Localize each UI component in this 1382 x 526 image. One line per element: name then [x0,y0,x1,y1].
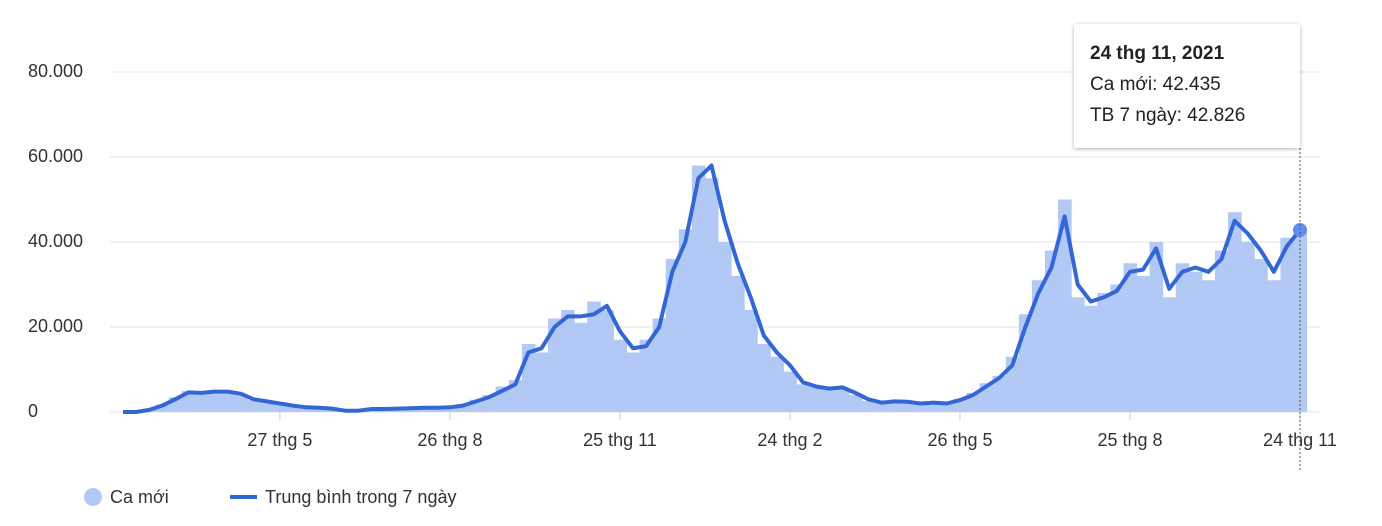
bar [744,310,758,412]
tooltip-line: TB 7 ngày: 42.826 [1090,105,1246,126]
y-tick-label: 20.000 [28,316,83,336]
bar [221,392,235,412]
y-tick-label: 60.000 [28,146,83,166]
legend-swatch[interactable] [84,488,102,506]
bar [299,407,314,412]
bar [861,400,876,412]
bar [731,276,745,412]
bar [155,404,170,412]
bar [639,339,654,412]
x-tick-label: 26 thg 5 [927,430,992,450]
bar [1201,280,1216,412]
bar [234,395,248,412]
bar [208,390,222,412]
bar [534,352,549,412]
bar [1280,237,1294,412]
bar [927,402,941,412]
bar [273,403,287,412]
bar [704,178,719,412]
bar [1123,263,1138,412]
bar [1071,297,1085,412]
bar [874,402,889,412]
bar [1058,199,1072,412]
bar [430,408,444,412]
bar [1136,276,1151,412]
x-tick-label: 25 thg 8 [1097,430,1162,450]
bar [600,310,614,412]
bar [835,388,850,412]
bar [796,384,811,412]
bar [626,352,641,412]
bar [783,371,798,412]
bar [1149,242,1164,412]
bar [652,318,667,412]
bar [665,259,680,412]
bar [757,344,771,412]
bar [613,339,627,412]
x-tick-label: 24 thg 2 [757,430,822,450]
tooltip-line: Ca mới: 42.435 [1090,74,1221,95]
bar [1031,280,1046,412]
bar [901,402,915,412]
x-tick-label: 24 thg 11 [1263,430,1337,450]
bar [247,400,261,412]
bar [561,310,575,412]
bar [1214,250,1229,412]
bar [888,400,902,412]
bar [548,318,562,412]
legend-label[interactable]: Ca mới [110,487,169,507]
bar [1175,263,1190,412]
avg-line [123,163,1302,414]
bar [1162,297,1177,412]
bar [1267,280,1281,412]
bar [404,408,418,412]
bar [587,301,601,412]
bar [1110,284,1124,412]
bar [312,408,327,412]
bar [1254,259,1268,412]
x-tick-label: 27 thg 5 [247,430,312,450]
bar [992,375,1007,412]
bar [1044,250,1059,412]
bar [940,403,954,412]
y-tick-label: 80.000 [28,61,83,81]
bar [443,406,457,412]
bar [286,406,301,412]
bar [1228,212,1242,412]
bar [1188,271,1203,412]
bar [574,322,588,412]
tooltip: 24 thg 11, 2021 Ca mới: 42.435 TB 7 ngày… [1074,24,1300,148]
bar [456,404,471,412]
bar [691,165,706,412]
x-tick-label: 26 thg 8 [417,430,482,450]
y-tick-label: 0 [28,401,38,421]
bar [678,229,693,412]
legend-label[interactable]: Trung bình trong 7 ngày [265,487,456,507]
bar [260,401,274,412]
bar [848,395,863,412]
x-tick-label: 25 thg 11 [583,430,657,450]
bar [914,403,928,412]
bar [822,389,837,412]
tooltip-title: 24 thg 11, 2021 [1090,43,1225,64]
bar [1084,305,1098,412]
bar [718,242,732,412]
bar [770,356,784,412]
y-tick-label: 40.000 [28,231,83,251]
bar [809,387,824,412]
bar [194,394,209,412]
bar [1241,242,1255,412]
bar [1097,293,1111,412]
